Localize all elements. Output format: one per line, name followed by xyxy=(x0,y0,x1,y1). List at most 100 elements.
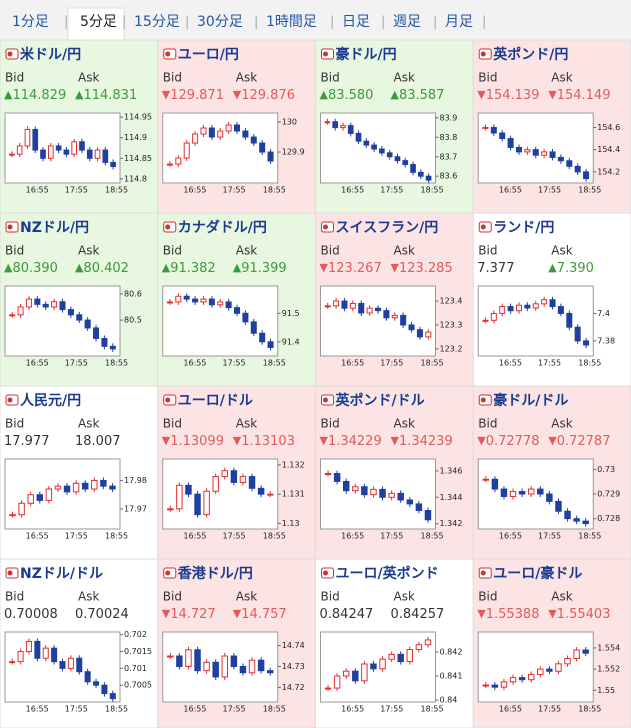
candle-body xyxy=(257,659,265,672)
y-tick-label: 14.72 xyxy=(282,683,305,692)
candle-body xyxy=(342,480,350,492)
x-tick-label: 16:55 xyxy=(26,705,49,714)
candle-body xyxy=(76,314,83,321)
candle-body xyxy=(63,485,71,493)
pair-title[interactable]: 豪ドル/円 xyxy=(336,46,397,63)
bid-price: 129.871 xyxy=(170,88,224,103)
candle-body xyxy=(515,304,522,312)
candle-body xyxy=(406,649,414,663)
candle-body xyxy=(109,345,116,350)
candle-body xyxy=(518,491,526,495)
candle-body xyxy=(84,319,91,329)
y-tick-label: 1.554 xyxy=(597,643,620,652)
tab[interactable]: 5分足 xyxy=(80,14,117,30)
ask-label: Ask xyxy=(551,417,572,431)
pair-title[interactable]: 米ドル/円 xyxy=(20,46,81,63)
ask-value: ▼14.757 xyxy=(233,607,287,622)
y-tick-label: 0.729 xyxy=(597,490,620,499)
y-tick-label: 123.4 xyxy=(440,297,463,306)
candle-body xyxy=(527,488,535,495)
rate-panel[interactable]: ユーロ/英ポンド Bid Ask 0.84247 0.84257 0.842 0.841 0.… xyxy=(315,558,474,728)
bid-value: ▼1.13099 xyxy=(162,434,224,449)
bid-label: Bid xyxy=(478,71,497,85)
pair-title[interactable]: ユーロ/英ポンド xyxy=(336,565,439,582)
candle-body xyxy=(391,314,398,319)
pair-title[interactable]: 英ポンド/円 xyxy=(492,46,568,63)
candle-body xyxy=(541,299,548,305)
x-tick-label: 17:55 xyxy=(538,705,561,714)
bid-label: Bid xyxy=(5,417,24,431)
pair-title[interactable]: スイスフラン/円 xyxy=(336,220,439,236)
candle-body xyxy=(573,649,580,660)
candle-body xyxy=(564,658,571,665)
x-tick-label: 16:55 xyxy=(341,532,364,541)
candle-body xyxy=(507,138,514,148)
rate-panel[interactable]: NZドル/ドル Bid Ask 0.70008 0.70024 0.702 0.7015 0.… xyxy=(0,558,159,728)
candle-body xyxy=(557,156,564,162)
candle-body xyxy=(17,306,24,316)
rate-panel[interactable]: ランド/円 Bid Ask 7.377 ▲7.390 7.4 7.38 16:55 17:55 1… xyxy=(472,212,631,387)
bid-value: 0.70008 xyxy=(4,607,58,622)
candle-body xyxy=(175,157,182,165)
pair-title[interactable]: 香港ドル/円 xyxy=(177,565,253,582)
tab[interactable]: 日足 xyxy=(342,14,370,30)
chart-frame xyxy=(4,458,121,530)
tab[interactable]: 週足 xyxy=(393,14,421,30)
candle-body xyxy=(221,470,229,478)
pair-title[interactable]: ユーロ/ドル xyxy=(178,393,253,409)
rate-panel[interactable]: 人民元/円 Bid Ask 17.977 18.007 17.98 17.97 16:55 17… xyxy=(0,385,159,560)
candle-body xyxy=(424,639,432,646)
candle-body xyxy=(500,488,508,497)
candle-body xyxy=(67,657,74,669)
candle-body xyxy=(185,484,192,495)
pair-title[interactable]: ランド/円 xyxy=(493,220,554,236)
tab[interactable]: 1分足 xyxy=(12,14,49,30)
candle-body xyxy=(176,484,183,510)
pair-title[interactable]: ユーロ/円 xyxy=(178,47,239,63)
pair-title[interactable]: NZドル/円 xyxy=(20,220,89,236)
ask-price: 1.55403 xyxy=(557,607,611,622)
candle-body xyxy=(352,486,359,492)
x-tick-label: 18:55 xyxy=(263,532,286,541)
candle-body xyxy=(383,310,390,319)
pair-title[interactable]: カナダドル/円 xyxy=(178,219,267,236)
flag-icon-dot xyxy=(165,224,171,230)
tab-separator: | xyxy=(185,15,189,30)
candle-body xyxy=(200,298,207,303)
tab[interactable]: 30分足 xyxy=(197,14,243,30)
candle-body xyxy=(9,514,16,517)
pair-title[interactable]: 人民元/円 xyxy=(20,392,81,409)
pair-title[interactable]: 英ポンド/ドル xyxy=(335,392,425,409)
tab[interactable]: 15分足 xyxy=(134,14,180,30)
candle-body xyxy=(55,145,62,151)
tab[interactable]: 1時間足 xyxy=(266,14,317,30)
x-tick-label: 17:55 xyxy=(65,186,88,195)
candle-body xyxy=(42,303,49,308)
y-tick-label: 114.8 xyxy=(124,174,147,183)
candle-body xyxy=(27,494,34,504)
ask-price: 91.399 xyxy=(241,261,287,276)
direction-arrow: ▲ xyxy=(162,261,171,274)
x-tick-label: 18:55 xyxy=(578,186,601,195)
ask-label: Ask xyxy=(551,71,572,85)
candle-body xyxy=(482,126,489,129)
candle-body xyxy=(524,149,531,153)
candle-body xyxy=(267,151,274,162)
pair-title[interactable]: NZドル/ドル xyxy=(20,566,103,582)
pair-title[interactable]: ユーロ/豪ドル xyxy=(493,565,582,582)
tab[interactable]: 月足 xyxy=(445,14,473,30)
pair-title[interactable]: 豪ドル/ドル xyxy=(493,392,568,409)
bid-value: ▼0.72778 xyxy=(477,434,539,449)
